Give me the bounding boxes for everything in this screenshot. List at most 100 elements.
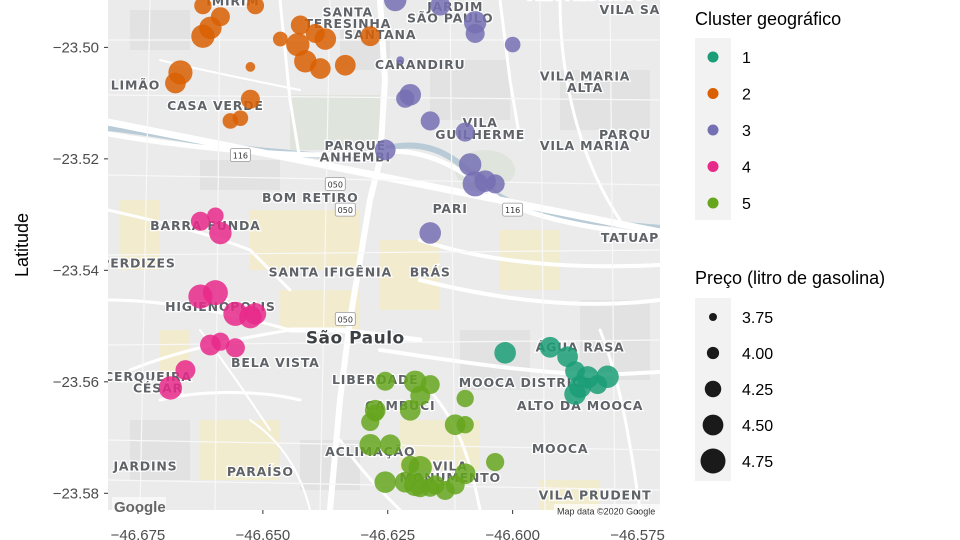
map-place-label: ALTA bbox=[567, 80, 603, 95]
data-point bbox=[588, 375, 608, 395]
route-shield-box bbox=[502, 202, 524, 217]
data-point bbox=[456, 389, 474, 408]
series-cluster-5 bbox=[359, 370, 505, 501]
data-point bbox=[359, 433, 382, 456]
route-shield: 050 bbox=[324, 177, 346, 191]
legend-cluster-swatch bbox=[707, 88, 719, 99]
x-tick-label: −46.625 bbox=[360, 527, 415, 540]
y-tick-label: −23.54 bbox=[53, 262, 99, 279]
x-tick-label: −46.600 bbox=[485, 527, 540, 540]
y-axis-title: Latitude bbox=[12, 213, 32, 277]
route-shield-box bbox=[334, 311, 356, 326]
map-place-label: BRÁS bbox=[410, 264, 451, 279]
x-axis: −46.675 −46.650 −46.625 −46.600 −46.575 bbox=[111, 510, 665, 540]
data-point bbox=[485, 174, 505, 194]
legend-cluster-label: 3 bbox=[742, 123, 751, 140]
data-point bbox=[165, 72, 186, 94]
map-place-label: CARANDIRU bbox=[375, 57, 466, 72]
data-point bbox=[246, 0, 265, 15]
data-point bbox=[334, 54, 356, 76]
route-shield: 116 bbox=[502, 202, 524, 217]
data-point bbox=[458, 153, 482, 176]
data-point bbox=[375, 371, 395, 391]
map-place-label: JARDINS bbox=[112, 458, 177, 473]
data-point bbox=[190, 211, 210, 231]
data-point bbox=[396, 56, 405, 65]
data-point bbox=[209, 221, 232, 245]
data-point bbox=[486, 452, 505, 472]
legend-cluster-label: 1 bbox=[742, 50, 751, 67]
x-tick-label: −46.650 bbox=[236, 527, 291, 540]
scatter-points bbox=[158, 0, 619, 501]
data-point bbox=[384, 0, 407, 12]
data-point bbox=[408, 455, 432, 480]
series-cluster-3 bbox=[374, 0, 521, 244]
legend-size-swatch bbox=[700, 448, 726, 474]
data-point bbox=[314, 28, 337, 50]
legend-cluster-label: 4 bbox=[742, 160, 751, 177]
data-point bbox=[194, 0, 212, 15]
data-point bbox=[222, 113, 239, 129]
y-tick-label: −23.52 bbox=[53, 151, 99, 168]
data-point bbox=[200, 334, 221, 356]
google-logo: Google bbox=[112, 497, 166, 516]
legend-size-label: 4.00 bbox=[742, 346, 773, 363]
map-place-label: TATUAP bbox=[601, 230, 659, 245]
series-cluster-1 bbox=[494, 336, 619, 405]
data-point bbox=[309, 58, 331, 79]
legend-cluster-title: Cluster geográfico bbox=[695, 9, 841, 29]
data-point bbox=[272, 31, 288, 47]
map-place-label: MOOCA bbox=[532, 441, 589, 456]
data-point bbox=[494, 342, 516, 364]
y-tick-label: −23.56 bbox=[53, 374, 99, 391]
legend-size-label: 4.75 bbox=[742, 454, 773, 471]
data-point bbox=[564, 383, 586, 405]
legend-cluster-swatch bbox=[707, 124, 719, 136]
route-shield-label: 050 bbox=[338, 315, 353, 324]
route-shield-label: 116 bbox=[505, 206, 520, 215]
map-place-label: MOOCA DISTRICT bbox=[459, 375, 592, 390]
map-place-label: PARI bbox=[433, 201, 468, 216]
data-point bbox=[374, 471, 397, 493]
map-place-label: VILA SAB bbox=[600, 2, 671, 17]
legend-size-swatch bbox=[706, 346, 720, 360]
legend-size-title: Preço (litro de gasolina) bbox=[695, 268, 885, 288]
map-place-label: VILA MARIA bbox=[540, 68, 630, 83]
map-background bbox=[108, 0, 660, 510]
legend-size-label: 4.50 bbox=[742, 418, 773, 435]
legend-size: Preço (litro de gasolina) 3.75 4.00 4.25 4.… bbox=[695, 268, 885, 481]
route-shield-box bbox=[229, 148, 251, 162]
legend-cluster-swatch bbox=[707, 51, 719, 63]
x-tick-label: −46.575 bbox=[610, 527, 665, 540]
legend-size-swatch bbox=[702, 414, 724, 436]
map-place-label: ALTO DA MOOCA bbox=[517, 398, 643, 413]
route-shield-label: 116 bbox=[233, 152, 248, 161]
map-place-label: PERDIZES bbox=[100, 256, 175, 271]
data-point bbox=[225, 338, 245, 358]
map-place-label: LIMÃO bbox=[111, 78, 160, 93]
data-point bbox=[504, 36, 521, 53]
x-tick-label: −46.675 bbox=[111, 527, 166, 540]
map-route-shields: 116 050 050 116 050 bbox=[229, 148, 524, 326]
data-point bbox=[245, 62, 256, 72]
map-place-label: SANTA bbox=[323, 5, 373, 20]
data-point bbox=[420, 111, 440, 131]
y-tick-label: −23.50 bbox=[53, 39, 99, 56]
route-shield-box bbox=[334, 202, 356, 217]
map-place-label: IMIRIM bbox=[206, 0, 259, 9]
map-place-label: CASA VERDE bbox=[167, 98, 264, 113]
series-cluster-4 bbox=[158, 207, 267, 400]
data-point bbox=[360, 26, 381, 47]
legend-size-label: 3.75 bbox=[742, 310, 773, 327]
map-place-label: ANHEMBI bbox=[320, 150, 391, 165]
data-point bbox=[396, 89, 415, 108]
data-point bbox=[455, 122, 475, 142]
map-place-label: PARQUE bbox=[325, 138, 386, 153]
map-place-label: PARAÍSO bbox=[227, 464, 294, 479]
map-place-label: GUILHERME bbox=[435, 127, 525, 142]
data-point bbox=[290, 15, 310, 35]
data-point bbox=[462, 171, 488, 197]
data-point bbox=[379, 434, 401, 456]
map-place-label: VILA MARIA bbox=[540, 138, 630, 153]
map-place-label: VILA PRUDENT bbox=[539, 487, 652, 502]
